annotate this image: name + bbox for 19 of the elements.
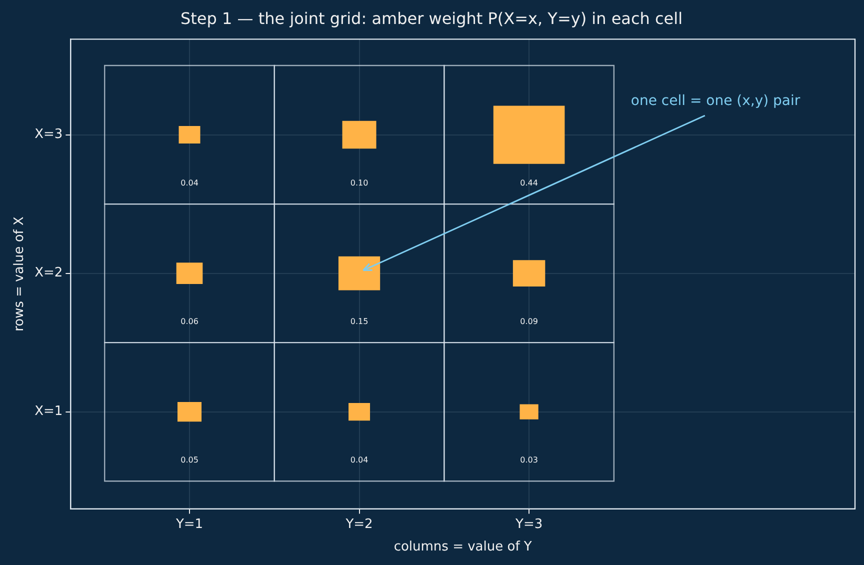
y-axis-title: rows = value of X (12, 216, 28, 332)
y-tick-label: X=1 (34, 404, 63, 420)
data-label: 0.04 (180, 178, 198, 188)
data-label: 0.44 (520, 178, 538, 188)
y-tick-label: X=3 (34, 127, 63, 142)
chart-title: Step 1 — the joint grid: amber weight P(X=x, Y=y) in each cell (180, 8, 683, 28)
data-label: 0.03 (520, 455, 538, 464)
x-tick-label: Y=2 (344, 516, 373, 532)
data-label: 0.06 (180, 316, 198, 326)
data-label: 0.04 (350, 455, 368, 464)
text: one cell = one (x,y) pair (630, 93, 800, 110)
data-label: 0.10 (350, 178, 368, 188)
x-tick-label: Y=3 (514, 516, 543, 532)
x-axis-title: columns = value of Y (394, 540, 532, 555)
data-label: 0.09 (520, 316, 538, 326)
data-label: 0.05 (180, 455, 198, 464)
x-tick-label: Y=1 (174, 516, 204, 532)
y-tick-label: X=2 (34, 266, 63, 281)
data-label: 0.15 (350, 316, 368, 326)
